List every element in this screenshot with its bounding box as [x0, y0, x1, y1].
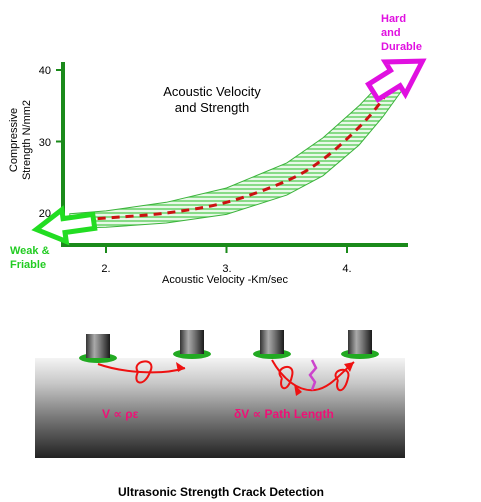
y-axis-label-line-2: Strength N/mm2: [21, 100, 33, 180]
weak-label-line-1: Weak &: [10, 245, 50, 257]
formula-path-length: δV ∝ Path Length: [234, 407, 334, 421]
pulse-path-around-crack: [271, 359, 355, 396]
hard-label-line-1: Hard: [381, 13, 406, 25]
transducer-probe-1: [79, 334, 117, 363]
ultrasonic-illustration: V ∝ ρε δV ∝ Path Length Ultrasonic Stren…: [35, 330, 405, 499]
transducer-probe-2: [173, 330, 211, 359]
x-tick-label-3: 3.: [222, 263, 231, 275]
hard-label-line-3: Durable: [381, 41, 422, 53]
concrete-beam: [35, 358, 405, 458]
strength-curve: [69, 65, 403, 223]
strength-velocity-chart: 20 30 40 2. 3. 4. Acoustic Velocity -Km/…: [8, 13, 427, 286]
weak-label-line-2: Friable: [10, 259, 46, 271]
hard-durable-arrow-icon: [365, 58, 427, 103]
chart-title-line-2: and Strength: [175, 100, 249, 115]
y-axis-label-line-1: Compressive: [8, 108, 20, 172]
y-tick-label-40: 40: [39, 65, 51, 77]
bottom-caption: Ultrasonic Strength Crack Detection: [118, 485, 324, 499]
formula-velocity: V ∝ ρε: [102, 407, 139, 421]
weak-friable-arrow-icon: [31, 205, 98, 246]
y-tick-label-30: 30: [39, 137, 51, 149]
crack-icon: [308, 359, 318, 391]
transducer-probe-3: [253, 330, 291, 359]
hard-label-line-2: and: [381, 27, 401, 39]
transducer-probe-4: [341, 330, 379, 359]
x-tick-label-4: 4.: [342, 263, 351, 275]
y-axis-label: Compressive Strength N/mm2: [8, 100, 33, 180]
x-axis-label: Acoustic Velocity -Km/sec: [162, 274, 288, 286]
pulse-path-direct: [97, 360, 186, 384]
y-tick-label-20: 20: [39, 208, 51, 220]
x-tick-marks: [105, 245, 348, 253]
chart-title-line-1: Acoustic Velocity: [163, 84, 261, 99]
x-tick-label-2: 2.: [101, 263, 110, 275]
